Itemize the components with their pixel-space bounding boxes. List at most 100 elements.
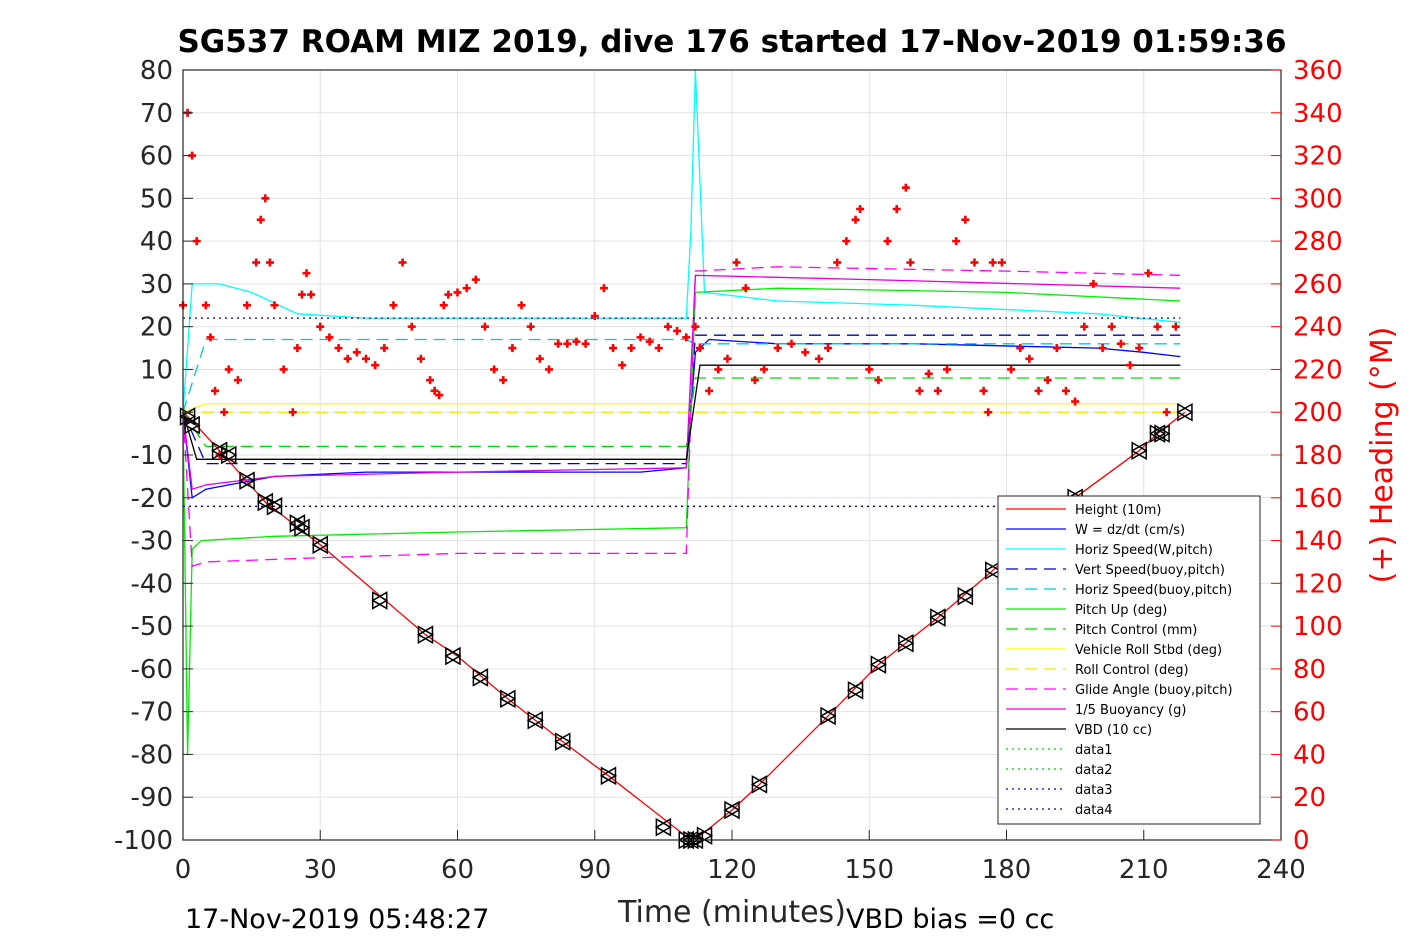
dive-marker [265, 497, 284, 516]
legend-entry: Vert Speed(buoy,pitch) [1006, 563, 1225, 578]
legend-entry: 1/5 Buoyancy (g) [1006, 703, 1186, 718]
heading-point [352, 348, 361, 357]
heading-point [984, 408, 993, 417]
heading-point [1034, 386, 1043, 395]
heading-point [293, 344, 302, 353]
heading-point [636, 333, 645, 342]
heading-point [627, 344, 636, 353]
dive-marker [288, 514, 306, 533]
legend-label: Vert Speed(buoy,pitch) [1075, 563, 1225, 578]
y2-tick-label: 140 [1293, 527, 1343, 557]
heading-point [654, 344, 663, 353]
heading-point [1043, 376, 1052, 385]
heading-point [883, 237, 892, 246]
dive-marker [750, 775, 768, 794]
heading-point [316, 322, 325, 331]
y2-tick-label: 160 [1293, 484, 1343, 514]
heading-point [1071, 397, 1080, 406]
heading-point [760, 365, 769, 374]
heading-point [307, 290, 316, 299]
heading-point [906, 258, 915, 267]
x-tick-label: 0 [175, 855, 192, 885]
heading-point [192, 237, 201, 246]
chart-title: SG537 ROAM MIZ 2019, dive 176 started 17… [177, 24, 1286, 60]
heading-point [1144, 269, 1153, 278]
y-tick-label: -90 [131, 783, 173, 813]
heading-point [732, 258, 741, 267]
heading-point [334, 344, 343, 353]
y2-tick-label: 360 [1293, 56, 1343, 86]
heading-layer [179, 108, 1180, 459]
y2-axis-label: (+) Heading (°M) [1365, 327, 1400, 584]
dive-marker [1148, 424, 1166, 443]
heading-point [430, 386, 439, 395]
heading-point [302, 269, 311, 278]
y-tick-label: 50 [140, 184, 173, 214]
dive-marker [183, 415, 201, 435]
legend-entry: Horiz Speed(buoy,pitch) [1006, 583, 1232, 598]
heading-point [924, 369, 933, 378]
y-tick-label: -80 [131, 740, 173, 770]
heading-point [1135, 344, 1144, 353]
heading-point [1089, 279, 1098, 288]
heading-point [750, 376, 759, 385]
heading-point [741, 284, 750, 293]
dive-marker [499, 689, 517, 709]
y-tick-label: 10 [140, 355, 173, 385]
dive-marker [869, 655, 887, 674]
heading-point [705, 386, 714, 395]
x-tick-label: 180 [982, 855, 1032, 885]
legend-label: Pitch Up (deg) [1075, 603, 1167, 618]
heading-point [426, 376, 435, 385]
heading-point [1171, 322, 1180, 331]
heading-point [261, 194, 270, 203]
heading-point [1153, 322, 1162, 331]
heading-point [952, 237, 961, 246]
heading-point [663, 322, 672, 331]
y-tick-label: -20 [131, 484, 173, 514]
heading-point [824, 344, 833, 353]
legend-label: Height (10m) [1075, 503, 1161, 518]
legend-entry: Roll Control (deg) [1006, 663, 1189, 678]
y2-tick-label: 280 [1293, 227, 1343, 257]
y-tick-label: -60 [131, 655, 173, 685]
heading-point [517, 301, 526, 310]
heading-point [1025, 354, 1034, 363]
heading-point [1007, 365, 1016, 374]
x-tick-label: 120 [707, 855, 757, 885]
footer-timestamp: 17-Nov-2019 05:48:27 [185, 904, 489, 935]
heading-point [581, 339, 590, 348]
heading-point [1061, 386, 1070, 395]
heading-point [691, 322, 700, 331]
legend-label: data4 [1075, 803, 1113, 818]
heading-point [444, 290, 453, 299]
legend-label: data2 [1075, 763, 1113, 778]
heading-point [933, 386, 942, 395]
heading-point [645, 337, 654, 346]
heading-point [279, 365, 288, 374]
heading-point [1107, 322, 1116, 331]
heading-point [288, 408, 297, 417]
heading-point [997, 258, 1006, 267]
dive-marker [211, 441, 229, 461]
x-tick-label: 210 [1119, 855, 1169, 885]
axis-layer: 0 30 60 90 120 150 180 210 24080706050403020100-… [114, 56, 1343, 885]
heading-point [233, 376, 242, 385]
heading-point [499, 376, 508, 385]
heading-point [814, 354, 823, 363]
dive-marker [554, 732, 572, 751]
legend-entry: data2 [1006, 763, 1113, 778]
y-tick-label: 20 [140, 313, 173, 343]
dive-marker [897, 633, 915, 653]
heading-point [563, 339, 572, 348]
legend-entry: Horiz Speed(W,pitch) [1006, 543, 1213, 558]
legend-box [997, 495, 1261, 825]
x-tick-label: 90 [578, 855, 611, 885]
y-tick-label: 80 [140, 56, 173, 86]
y2-tick-label: 40 [1293, 740, 1326, 770]
dive-marker [471, 668, 489, 687]
legend-entry: Pitch Up (deg) [1006, 603, 1167, 618]
y-tick-label: -30 [131, 527, 173, 557]
dive-marker [1176, 402, 1194, 422]
heading-point [1126, 361, 1135, 370]
